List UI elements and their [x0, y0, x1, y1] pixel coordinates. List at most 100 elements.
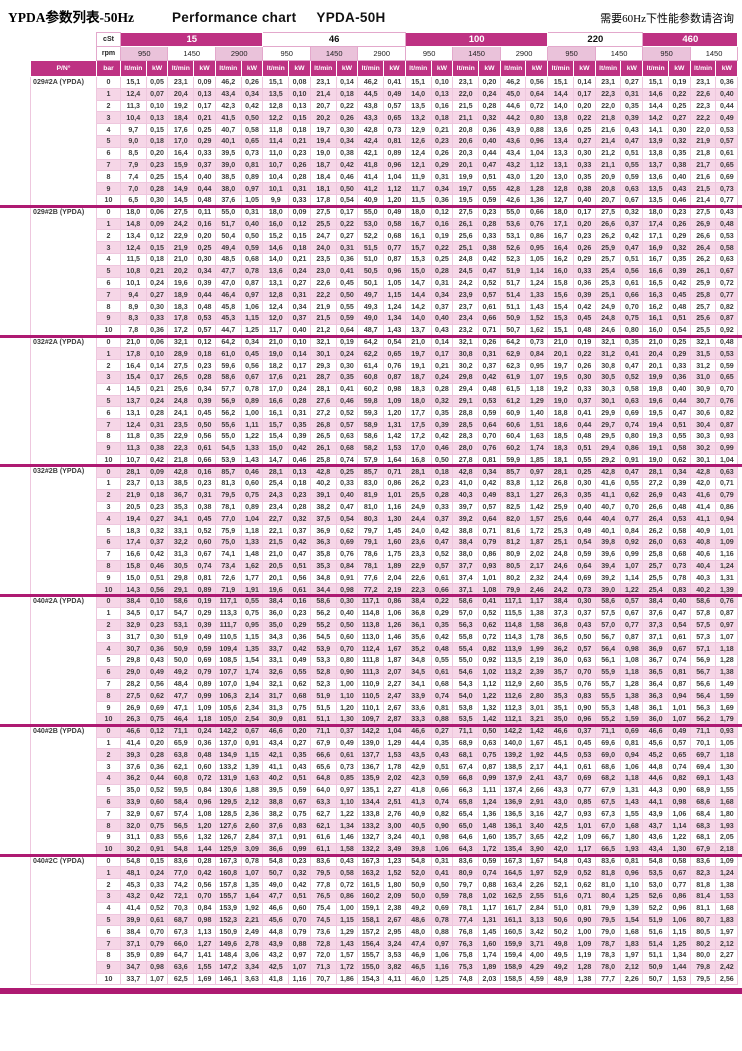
- power-value: 1,74: [477, 948, 501, 962]
- power-value: 1,06: [240, 300, 264, 313]
- flow-value: 72,1: [167, 889, 195, 903]
- flow-value: 22,1: [262, 524, 290, 538]
- power-value: 0,58: [240, 123, 264, 136]
- flow-value: 30,3: [689, 429, 717, 443]
- flow-value: 26,4: [642, 512, 669, 526]
- flow-value: 56,3: [452, 618, 479, 632]
- flow-value: 26,1: [689, 264, 717, 278]
- flow-value: 16,7: [404, 217, 432, 231]
- flow-value: 50,5: [357, 264, 385, 278]
- power-value: 1,46: [383, 630, 406, 644]
- flow-value: 15,1: [547, 76, 574, 89]
- power-value: 2,47: [383, 689, 406, 703]
- power-value: 0,85: [572, 795, 596, 809]
- bar-value: 3: [96, 241, 121, 254]
- power-value: 0,33: [667, 359, 691, 372]
- power-value: 0,48: [667, 500, 691, 514]
- cst-46-header: 46: [262, 32, 406, 47]
- flow-value: 43,2: [499, 158, 527, 172]
- power-value: 0,31: [193, 488, 216, 502]
- power-value: 0,45: [193, 512, 216, 526]
- table-row: 5 29,8 0,43 50,0 0,69 108,5 1,54 33,1 0,49 53,3 0,…: [31, 654, 739, 667]
- power-value: 1,22: [477, 689, 501, 703]
- flow-value: 18,3: [120, 524, 147, 538]
- flow-value: 75,3: [452, 960, 479, 974]
- flow-value: 79,5: [214, 488, 242, 502]
- flow-value: 51,6: [547, 889, 574, 903]
- power-value: 0,44: [477, 146, 501, 160]
- power-value: 0,29: [430, 606, 454, 620]
- power-value: 0,56: [193, 429, 216, 443]
- power-value: 0,53: [572, 748, 596, 762]
- table-row: 029#2A (YPDA) 0 15,1 0,05 23,1 0,09 46,2 0,26 15…: [30, 76, 739, 207]
- flow-value: 26,2: [689, 252, 717, 266]
- flow-header: lt/min: [642, 60, 669, 77]
- flow-value: 17,4: [120, 536, 147, 549]
- power-value: 0,88: [288, 937, 311, 950]
- power-value: 0,64: [572, 559, 596, 573]
- flow-value: 76,8: [452, 925, 479, 939]
- flow-value: 80,4: [594, 889, 622, 903]
- power-value: 0,68: [667, 547, 691, 561]
- flow-value: 50,2: [547, 925, 574, 939]
- flow-value: 43,6: [499, 134, 527, 148]
- power-value: 0,70: [620, 500, 644, 514]
- flow-value: 29,0: [120, 665, 147, 679]
- flow-value: 12,8: [547, 182, 574, 195]
- power-value: 0,06: [145, 205, 169, 219]
- power-value: 1,30: [383, 512, 406, 526]
- power-value: 0,50: [572, 630, 596, 644]
- power-value: 0,75: [288, 701, 311, 715]
- flow-value: 30,7: [689, 394, 717, 408]
- bar-value: 4: [96, 252, 121, 266]
- flow-value: 20,3: [452, 146, 479, 160]
- flow-value: 28,7: [309, 370, 337, 384]
- power-value: 0,23: [288, 488, 311, 502]
- power-value: 0,66: [193, 453, 216, 467]
- power-value: 0,69: [715, 170, 739, 184]
- flow-value: 46,6: [404, 724, 432, 738]
- power-value: 0,43: [715, 205, 739, 219]
- power-value: 1,92: [240, 901, 264, 915]
- flow-header: lt/min: [499, 60, 527, 77]
- flow-value: 16,9: [642, 241, 669, 254]
- flow-value: 38,2: [262, 807, 290, 821]
- group-032#2BYPDA: 032#2B (YPDA) 0 28,1 0,09 42,8 0,16 85,7 0,46 28…: [30, 465, 739, 597]
- power-value: 0,61: [335, 748, 359, 762]
- power-value: 1,68: [715, 795, 739, 809]
- power-value: 0,62: [145, 689, 169, 703]
- flow-value: 57,7: [214, 382, 242, 396]
- flow-value: 107,0: [214, 677, 242, 691]
- bar-value: 0: [96, 724, 121, 738]
- flow-value: 50,1: [357, 276, 385, 290]
- power-value: 1,43: [715, 772, 739, 785]
- power-value: 1,42: [477, 713, 501, 726]
- power-value: 0,97: [288, 948, 311, 962]
- flow-value: 23,1: [594, 76, 622, 89]
- flow-value: 8,5: [120, 146, 147, 160]
- power-value: 0,24: [288, 264, 311, 278]
- power-value: 0,49: [193, 630, 216, 644]
- flow-value: 52,8: [309, 665, 337, 679]
- flow-value: 158,5: [499, 972, 527, 986]
- power-value: 1,52: [525, 311, 549, 325]
- flow-value: 56,1: [594, 654, 622, 667]
- flow-value: 15,0: [262, 441, 290, 455]
- cst-220-header: 220: [547, 32, 644, 47]
- power-value: 0,53: [715, 229, 739, 243]
- flow-value: 52,0: [404, 866, 432, 880]
- flow-value: 36,4: [642, 677, 669, 691]
- power-value: 0,28: [288, 500, 311, 514]
- power-value: 0,41: [383, 76, 406, 89]
- page-title-model: YPDA-50H: [316, 10, 386, 25]
- power-value: 2,19: [525, 654, 549, 667]
- flow-value: 64,3: [452, 842, 479, 856]
- power-value: 0,19: [667, 76, 691, 89]
- power-value: 0,31: [335, 241, 359, 254]
- power-value: 0,72: [335, 878, 359, 891]
- power-value: 0,73: [383, 123, 406, 136]
- flow-value: 126,7: [214, 831, 242, 844]
- power-value: 1,55: [193, 960, 216, 974]
- power-value: 0,35: [572, 488, 596, 502]
- table-row: 8 15,8 0,46 30,5 0,74 73,4 1,62 20,5 0,51 35,3 0,8…: [31, 559, 739, 573]
